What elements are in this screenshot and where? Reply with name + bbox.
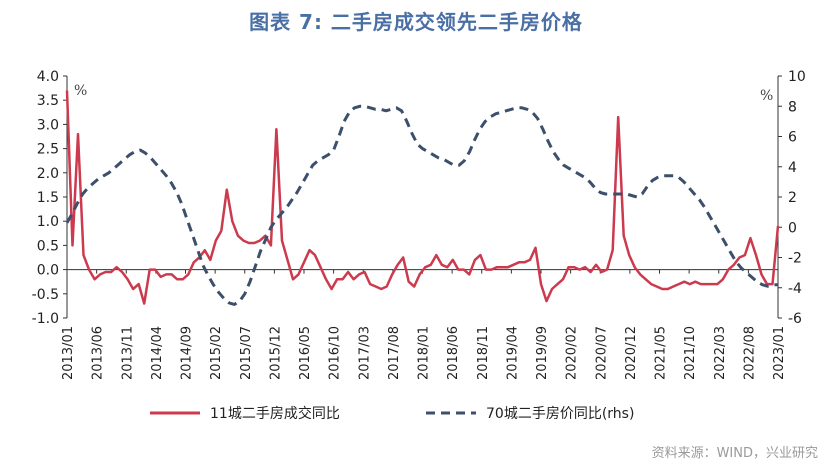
x-tick-label: 2022/03 [713, 326, 728, 380]
series-group [65, 90, 780, 306]
legend-label-prices: 70城二手房价同比(rhs) [486, 406, 634, 422]
legend: 11城二手房成交同比 70城二手房价同比(rhs) [150, 405, 634, 422]
right-tick-label: 2 [788, 190, 797, 206]
left-tick-label: 3.0 [37, 117, 59, 133]
x-tick-label: 2021/05 [654, 326, 669, 380]
left-tick-label: 1.5 [37, 190, 59, 206]
x-tick-label: 2022/08 [742, 326, 757, 380]
x-tick-label: 2020/02 [565, 326, 580, 380]
series-line-transactions [65, 90, 780, 305]
x-tick-label: 2018/01 [417, 326, 432, 380]
x-tick-label: 2018/06 [446, 326, 461, 380]
left-tick-label: -1.0 [32, 311, 59, 327]
legend-label-transactions: 11城二手房成交同比 [210, 405, 340, 422]
left-tick-label: 1.0 [37, 214, 59, 230]
left-tick-label: 4.0 [37, 69, 59, 85]
source-note: 资料来源：WIND，兴业研究 [651, 446, 818, 461]
left-tick-label: 0.0 [37, 263, 59, 279]
left-tick-label: -0.5 [32, 287, 59, 303]
x-tick-label: 2018/11 [476, 326, 491, 380]
chart-title: 图表 7: 二手房成交领先二手房价格 [249, 10, 583, 34]
right-tick-label: 10 [788, 69, 806, 85]
x-tick-label: 2023/01 [772, 326, 787, 380]
x-tick-label: 2017/08 [387, 326, 402, 380]
x-tick-label: 2013/01 [61, 326, 76, 380]
right-tick-label: -2 [788, 251, 802, 267]
right-axis-unit: % [760, 88, 773, 104]
right-tick-label: 0 [788, 220, 797, 236]
right-tick-label: 6 [788, 130, 797, 146]
x-tick-label: 2013/11 [120, 326, 135, 380]
x-tick-label: 2017/03 [357, 326, 372, 380]
x-tick-label: 2016/10 [328, 326, 343, 380]
x-tick-label: 2014/04 [150, 326, 165, 380]
right-tick-label: -4 [788, 281, 802, 297]
x-tick-label: 2015/07 [239, 326, 254, 380]
left-axis-unit: % [74, 83, 87, 99]
x-tick-label: 2014/09 [180, 326, 195, 380]
left-tick-label: 3.5 [37, 93, 59, 109]
x-tick-label: 2013/06 [91, 326, 106, 380]
x-tick-label: 2020/07 [594, 326, 609, 380]
right-tick-label: -6 [788, 311, 802, 327]
x-tick-label: 2015/02 [209, 326, 224, 380]
left-tick-label: 2.0 [37, 166, 59, 182]
x-tick-label: 2020/12 [624, 326, 639, 380]
x-tick-label: 2019/04 [505, 326, 520, 380]
x-tick-label: 2019/09 [535, 326, 550, 380]
right-tick-label: 4 [788, 160, 797, 176]
axes-group: 4.0 3.5 3.0 2.5 2.0 1.5 1.0 0.5 0.0 -0.5 -1.0 10 8 6 4… [32, 69, 806, 380]
x-tick-label: 2016/05 [298, 326, 313, 380]
left-tick-label: 0.5 [37, 238, 59, 254]
right-tick-label: 8 [788, 99, 797, 115]
x-tick-label: 2015/12 [268, 326, 283, 380]
left-tick-label: 2.5 [37, 142, 59, 158]
series-line-prices [65, 104, 778, 306]
x-tick-label: 2021/10 [683, 326, 698, 380]
